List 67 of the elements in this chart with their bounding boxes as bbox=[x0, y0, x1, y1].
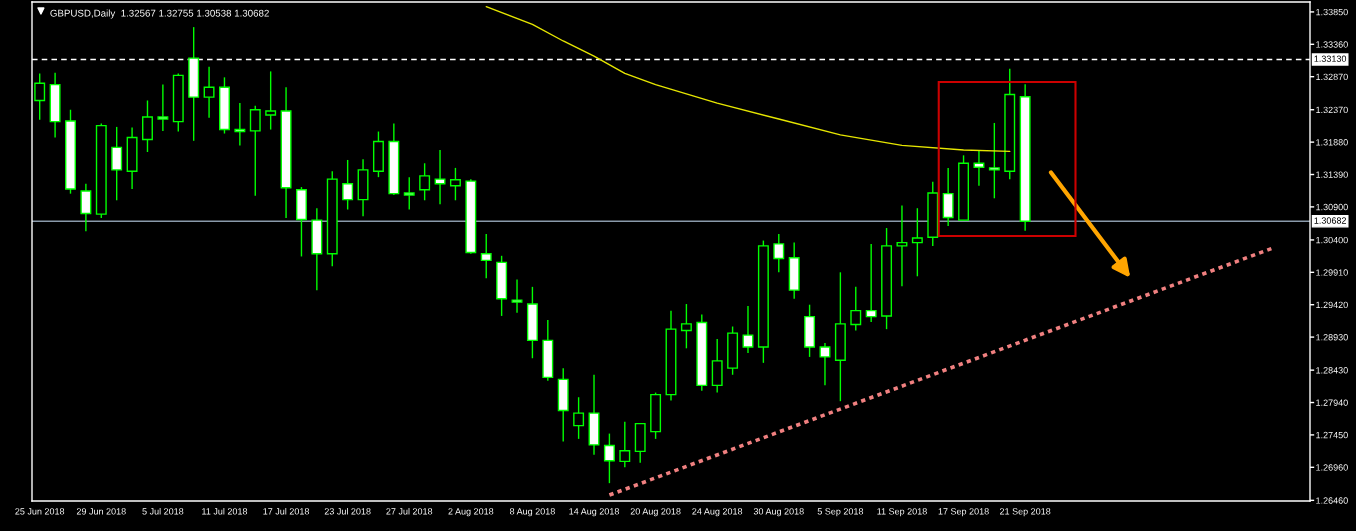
candlestick bbox=[111, 126, 123, 201]
x-tick-label: 24 Aug 2018 bbox=[692, 508, 743, 517]
candlestick bbox=[80, 183, 92, 233]
x-tick-label: 17 Sep 2018 bbox=[938, 508, 989, 517]
y-tick-label: 1.27450 bbox=[1316, 431, 1348, 439]
y-tick-label: 1.28930 bbox=[1316, 334, 1348, 341]
candlestick bbox=[973, 149, 985, 187]
candlestick bbox=[573, 396, 585, 440]
x-tick-label: 29 Jun 2018 bbox=[76, 508, 126, 515]
y-tick-label: 1.28430 bbox=[1316, 367, 1348, 374]
x-tick-label: 30 Aug 2018 bbox=[753, 508, 804, 517]
y-tick-label: 1.33850 bbox=[1316, 8, 1348, 16]
x-tick-label: 25 Jun 2018 bbox=[15, 508, 65, 515]
candlestick bbox=[911, 207, 923, 277]
y-tick-label: 1.26960 bbox=[1316, 464, 1348, 471]
x-tick-label: 14 Aug 2018 bbox=[569, 508, 619, 517]
candlestick bbox=[819, 342, 831, 387]
x-tick-label: 2 Aug 2018 bbox=[448, 508, 494, 517]
y-tick-label: 1.26460 bbox=[1316, 497, 1348, 504]
candlestick bbox=[942, 167, 954, 227]
candlestick bbox=[142, 99, 153, 153]
candlestick bbox=[419, 162, 431, 201]
candlestick bbox=[34, 72, 46, 121]
y-tick-label: 1.32870 bbox=[1316, 73, 1348, 81]
x-tick-label: 11 Sep 2018 bbox=[877, 508, 927, 517]
y-tick-label: 1.31390 bbox=[1316, 171, 1348, 178]
x-tick-label: 8 Aug 2018 bbox=[509, 508, 555, 517]
candlestick bbox=[680, 303, 692, 350]
x-tick-label: 23 Jul 2018 bbox=[324, 507, 371, 515]
x-tick-label: 5 Sep 2018 bbox=[817, 508, 864, 517]
candlestick bbox=[234, 102, 246, 147]
candlestick bbox=[249, 105, 261, 197]
y-tick-label: 1.32370 bbox=[1316, 106, 1348, 114]
ref-line-label: 1.30682 bbox=[1314, 217, 1347, 224]
x-tick-label: 21 Sep 2018 bbox=[1000, 508, 1051, 517]
y-tick-label: 1.33360 bbox=[1316, 41, 1348, 48]
candlestick bbox=[434, 149, 446, 205]
text: GBPUSD,Daily 1.32567 1.32755 1.30538 1.30682 bbox=[50, 9, 269, 19]
x-tick-label: 17 Jul 2018 bbox=[263, 507, 310, 515]
y-tick-label: 1.29420 bbox=[1316, 301, 1348, 309]
candlestick bbox=[157, 83, 169, 132]
candlestick bbox=[619, 420, 631, 468]
candlestick bbox=[203, 66, 215, 119]
candlestick bbox=[865, 243, 877, 323]
candlestick bbox=[342, 159, 354, 211]
line-series bbox=[485, 5, 1011, 153]
candlestick bbox=[850, 286, 862, 332]
candlestick bbox=[265, 70, 277, 131]
candlestick bbox=[742, 305, 754, 354]
candlestick bbox=[480, 233, 492, 279]
y-tick-label: 1.31880 bbox=[1316, 139, 1348, 146]
candlestick bbox=[773, 233, 785, 274]
x-tick-label: 11 Jul 2018 bbox=[202, 507, 248, 515]
y-tick-label: 1.29910 bbox=[1316, 269, 1348, 276]
candlestick bbox=[896, 204, 908, 287]
x-tick-label: 5 Jul 2018 bbox=[142, 507, 184, 515]
y-tick-label: 1.30900 bbox=[1316, 203, 1348, 211]
x-tick-label: 20 Aug 2018 bbox=[630, 508, 681, 517]
candlestick bbox=[403, 176, 415, 211]
candlestick bbox=[603, 432, 615, 484]
x-tick-label: 27 Jul 2018 bbox=[386, 507, 433, 515]
y-tick-label: 1.30400 bbox=[1316, 236, 1348, 244]
ref-line-label: 1.33130 bbox=[1314, 55, 1347, 62]
candlestick bbox=[988, 122, 1000, 199]
y-tick-label: 1.27940 bbox=[1316, 399, 1348, 406]
candlestick bbox=[511, 278, 523, 314]
candlestick bbox=[449, 167, 461, 201]
